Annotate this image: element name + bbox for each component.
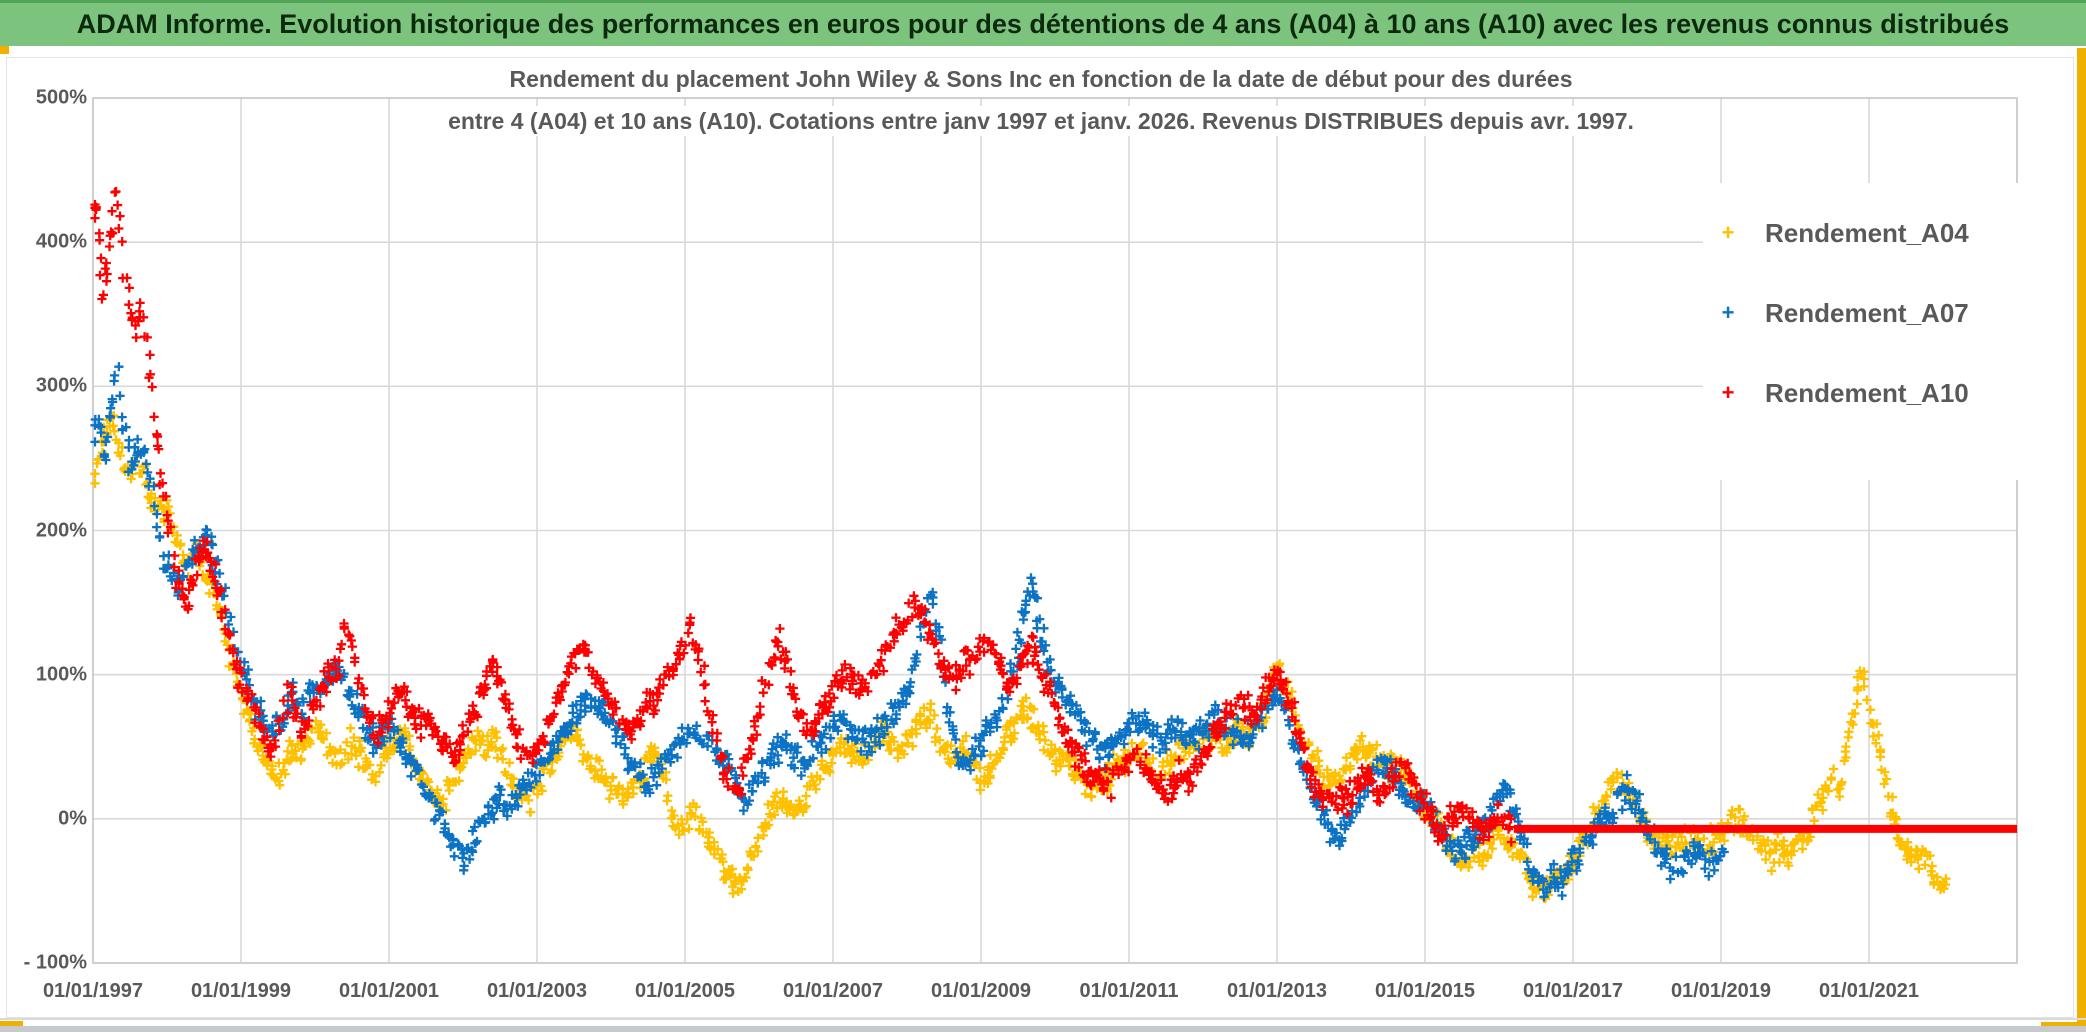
- y-tick: 300%: [35, 374, 87, 397]
- x-tick: 01/01/2005: [634, 980, 736, 1002]
- frame-gold-right: [2077, 48, 2086, 1032]
- legend-label: Rendement_A10: [1765, 377, 1969, 408]
- x-tick: 01/01/1999: [190, 980, 292, 1002]
- y-tick: 400%: [35, 230, 87, 253]
- series-rendement_a07: [90, 362, 1729, 902]
- x-tick: 01/01/2003: [486, 980, 588, 1002]
- legend-item-a07: + Rendement_A07: [1703, 293, 2073, 333]
- x-tick: 01/01/2013: [1226, 980, 1328, 1002]
- x-tick: 01/01/1997: [42, 980, 144, 1002]
- bottom-divider: [0, 1018, 2086, 1020]
- y-tick: 500%: [35, 86, 87, 109]
- y-tick: 200%: [35, 519, 87, 541]
- x-tick: 01/01/2019: [1670, 980, 1772, 1002]
- banner: ADAM Informe. Evolution historique des p…: [0, 0, 2086, 46]
- y-tick: - 100%: [23, 951, 87, 974]
- legend-plus-marker-icon: +: [1721, 220, 1735, 245]
- bottom-strip: [0, 1026, 2086, 1032]
- x-tick: 01/01/2001: [338, 980, 440, 1002]
- legend-item-a04: + Rendement_A04: [1703, 213, 2073, 253]
- frame-gold-left-notch: [0, 46, 9, 54]
- x-tick: 01/01/2007: [782, 980, 884, 1002]
- legend-label: Rendement_A04: [1765, 217, 1969, 248]
- series-rendement_a10: [90, 186, 1516, 847]
- x-tick: 01/01/2009: [930, 980, 1032, 1002]
- x-tick: 01/01/2011: [1079, 980, 1179, 1002]
- y-tick: 0%: [58, 807, 87, 830]
- legend-plus-marker-icon: +: [1721, 380, 1735, 405]
- y-tick: 100%: [35, 663, 87, 686]
- legend-item-a10: + Rendement_A10: [1703, 373, 2073, 413]
- banner-title: ADAM Informe. Evolution historique des p…: [76, 9, 2010, 39]
- x-tick: 01/01/2017: [1522, 980, 1624, 1002]
- legend: + Rendement_A04 + Rendement_A07 + Rendement_A…: [1703, 183, 2073, 480]
- frame-gold-bottom-left: [0, 1021, 23, 1030]
- x-tick: 01/01/2015: [1374, 980, 1476, 1002]
- legend-plus-marker-icon: +: [1721, 300, 1735, 325]
- x-tick: 01/01/2021: [1818, 980, 1920, 1002]
- chart-area: Rendement du placement John Wiley & Sons…: [6, 57, 2074, 1018]
- legend-label: Rendement_A07: [1765, 297, 1969, 328]
